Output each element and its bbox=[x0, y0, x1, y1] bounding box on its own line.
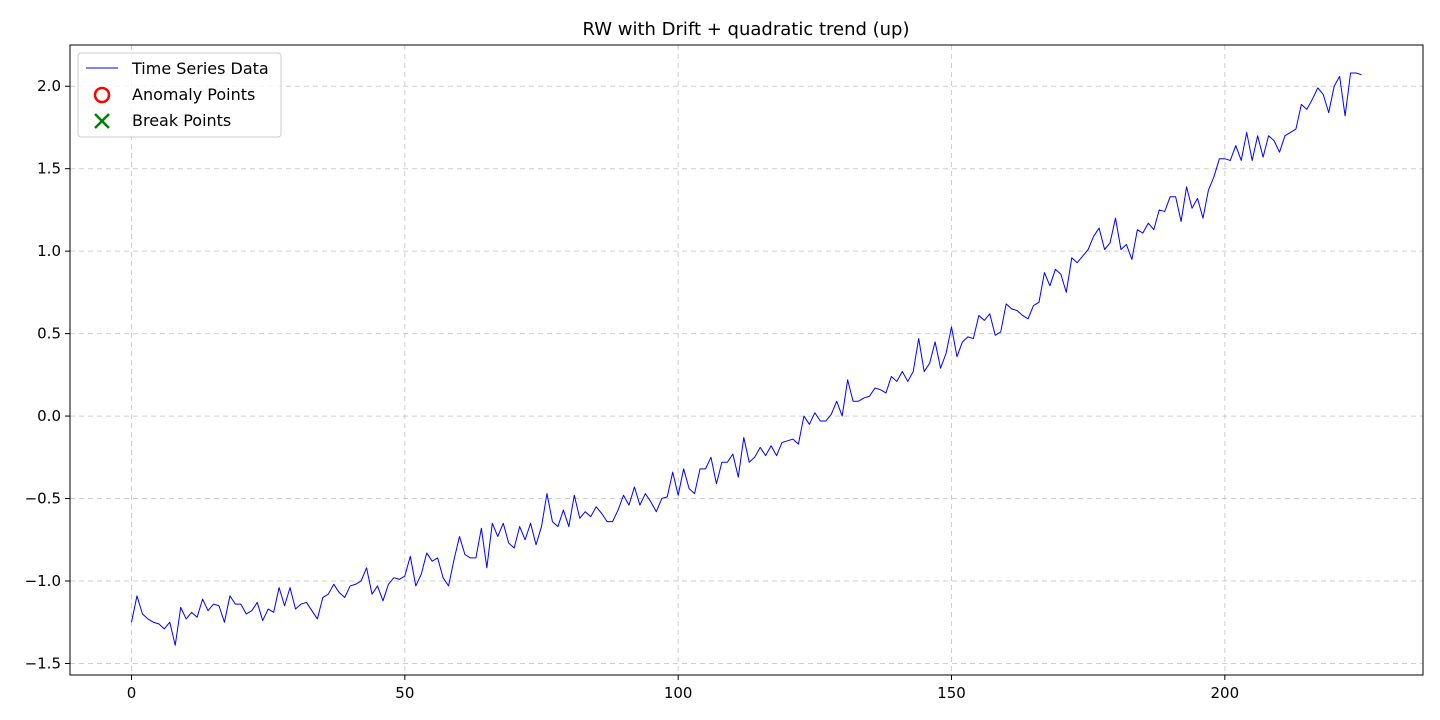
y-tick-label: −0.5 bbox=[25, 490, 61, 508]
y-tick-label: 2.0 bbox=[37, 77, 61, 95]
y-tick-label: 0.5 bbox=[37, 325, 61, 343]
x-tick-label: 50 bbox=[395, 684, 414, 702]
series-line-time-series-data bbox=[131, 72, 1362, 646]
legend-label: Break Points bbox=[132, 111, 231, 130]
plot-area-frame bbox=[69, 44, 1424, 676]
chart-title: RW with Drift + quadratic trend (up) bbox=[582, 19, 909, 40]
series-layer bbox=[131, 72, 1362, 646]
legend-label: Anomaly Points bbox=[132, 85, 255, 104]
y-tick-label: 1.5 bbox=[37, 160, 61, 178]
x-tick-label: 0 bbox=[127, 684, 137, 702]
x-tick-label: 100 bbox=[664, 684, 693, 702]
y-tick-label: 0.0 bbox=[37, 407, 61, 425]
y-tick-label: 1.0 bbox=[37, 242, 61, 260]
tick-layer: 0 50 100 150 200 −1.5 −1.0 −0.5 0.0 0.5 1.0 1.5 2.0 bbox=[25, 77, 1240, 702]
legend-label: Time Series Data bbox=[131, 59, 269, 78]
y-tick-label: −1.0 bbox=[25, 572, 61, 590]
y-tick-label: −1.5 bbox=[25, 654, 61, 672]
legend-box bbox=[77, 52, 282, 138]
legend-x-marker bbox=[94, 113, 110, 129]
x-tick-label: 150 bbox=[937, 684, 966, 702]
x-tick-label: 200 bbox=[1211, 684, 1240, 702]
grid-layer bbox=[70, 45, 1423, 675]
legend: Time Series Data Anomaly Points Break Poin… bbox=[77, 52, 282, 138]
legend-circle-marker bbox=[93, 86, 111, 104]
